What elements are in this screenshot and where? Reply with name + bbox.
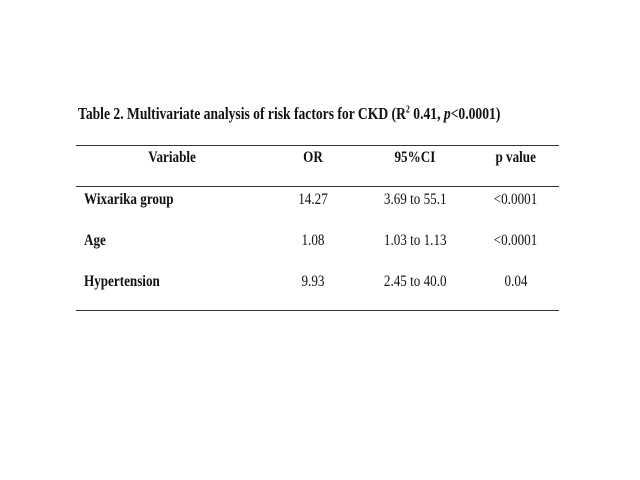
- title-superscript: 2: [405, 104, 410, 116]
- top-rule: [76, 145, 559, 146]
- header-cell: Variable: [76, 148, 268, 168]
- data-cell: 3.69 to 55.1: [357, 190, 473, 210]
- data-cell-text: <0.0001: [494, 191, 538, 208]
- data-cell-text: 3.69 to 55.1: [383, 191, 447, 208]
- data-cell: 9.93: [268, 272, 357, 292]
- header-cell-text: 95%CI: [394, 149, 436, 166]
- title-text: Table 2. Multivariate analysis of risk f…: [78, 104, 406, 123]
- data-cell-text: 9.93: [301, 273, 324, 290]
- row-label-text: Hypertension: [84, 273, 160, 290]
- header-cell: p value: [473, 148, 559, 168]
- data-cell: <0.0001: [473, 190, 559, 210]
- data-cell: 0.04: [473, 272, 559, 292]
- data-cell: 14.27: [268, 190, 357, 210]
- title-text: <0.0001): [450, 104, 501, 123]
- table-title: Table 2. Multivariate analysis of risk f…: [78, 104, 500, 124]
- title-text: 0.41,: [409, 104, 444, 123]
- header-cell-text: p value: [495, 149, 537, 166]
- row-label: Hypertension: [84, 272, 276, 292]
- data-cell-text: 1.08: [301, 232, 324, 249]
- header-cell-text: Variable: [148, 149, 196, 166]
- data-cell-text: 2.45 to 40.0: [383, 273, 447, 290]
- data-cell: 2.45 to 40.0: [357, 272, 473, 292]
- bottom-rule: [76, 310, 559, 311]
- data-cell: <0.0001: [473, 231, 559, 251]
- data-cell-text: 0.04: [504, 273, 528, 290]
- row-label: Wixarika group: [84, 190, 276, 210]
- data-cell: 1.03 to 1.13: [357, 231, 473, 251]
- data-cell-text: <0.0001: [494, 232, 538, 249]
- row-label-text: Age: [84, 232, 106, 249]
- row-label-text: Wixarika group: [84, 191, 174, 208]
- row-label: Age: [84, 231, 276, 251]
- data-cell: 1.08: [268, 231, 357, 251]
- data-cell-text: 1.03 to 1.13: [383, 232, 447, 249]
- header-cell: 95%CI: [357, 148, 473, 168]
- header-cell: OR: [268, 148, 357, 168]
- title-italic: p: [443, 104, 451, 123]
- header-cell-text: OR: [302, 149, 323, 166]
- data-cell-text: 14.27: [297, 191, 328, 208]
- header-rule: [76, 186, 559, 187]
